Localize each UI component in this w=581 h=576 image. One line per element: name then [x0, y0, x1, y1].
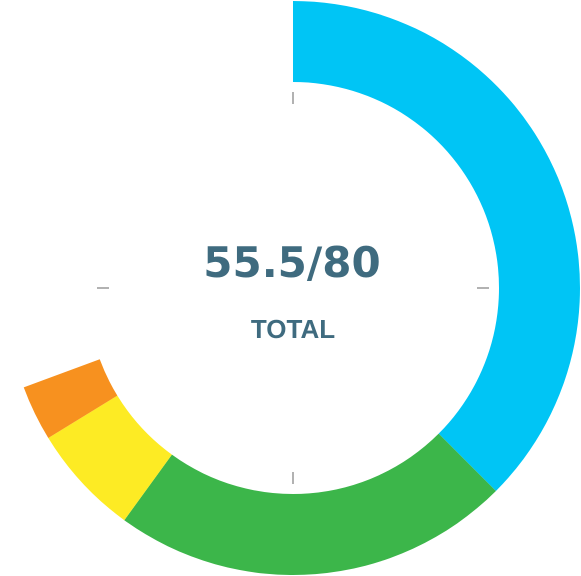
total-value: 55.5	[203, 238, 307, 287]
gauge-ticks	[97, 92, 489, 484]
gauge-segment-1	[293, 1, 580, 491]
score-separator: /	[307, 238, 323, 287]
gauge-segment-2	[124, 433, 496, 575]
gauge-segment-3	[48, 395, 172, 521]
total-label: TOTAL	[251, 314, 335, 344]
gauge-segments	[23, 1, 580, 575]
gauge-segment-4	[23, 359, 118, 438]
total-score: 55.5/80	[203, 238, 380, 287]
max-value: 80	[322, 238, 380, 287]
